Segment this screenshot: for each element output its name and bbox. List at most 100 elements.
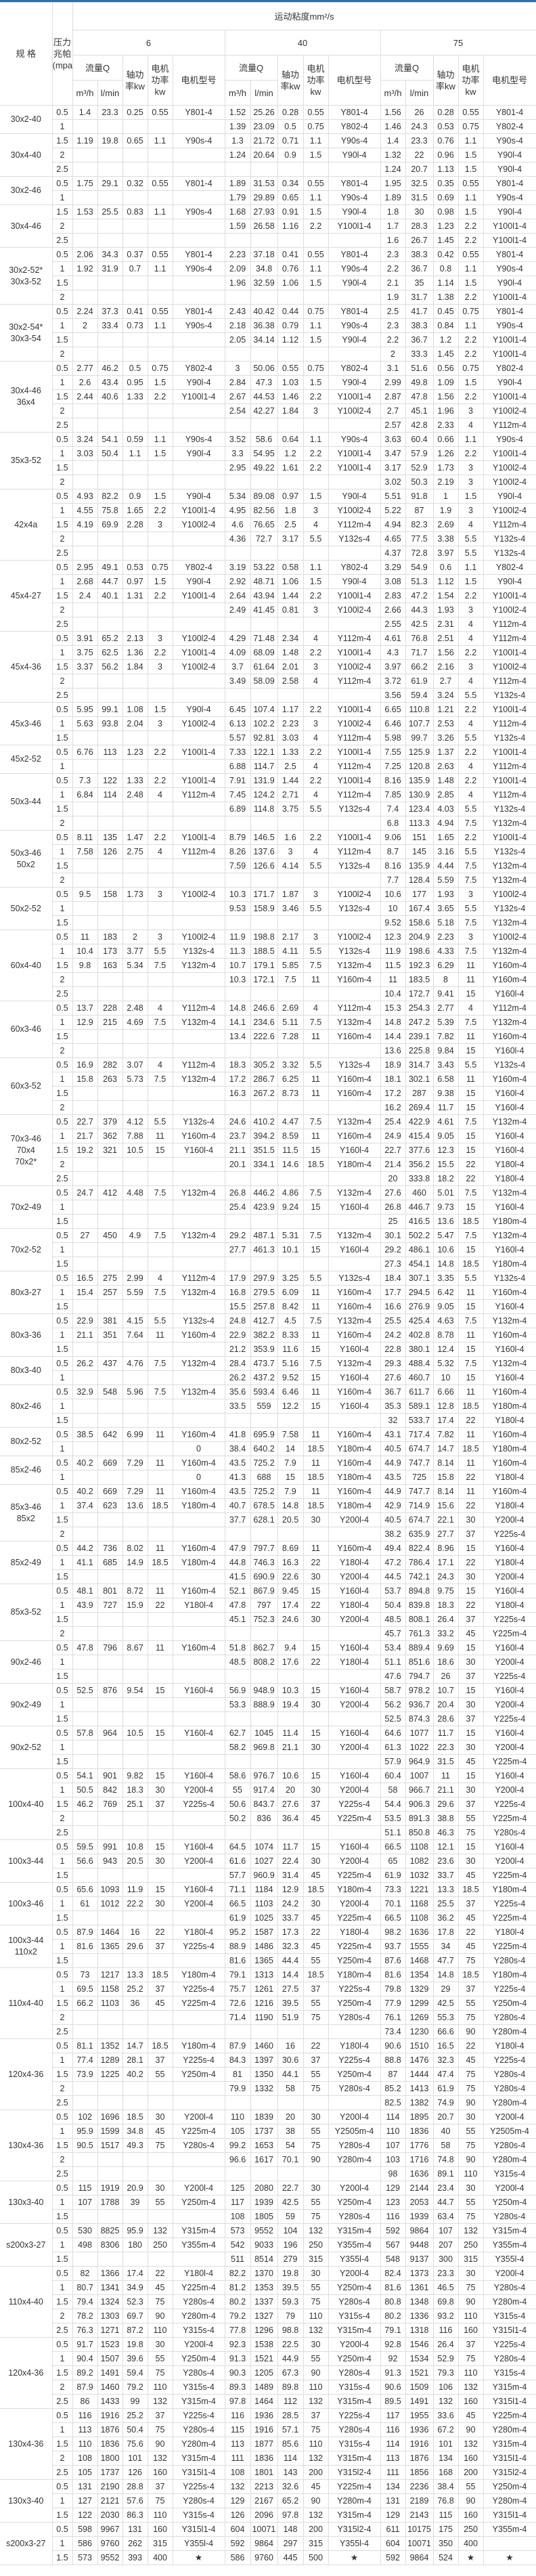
shaft-power-75-cell: 0.69 (432, 190, 459, 205)
motor-model-6-cell: 0 (172, 1441, 225, 1456)
flow-m3h-40-cell (224, 1527, 251, 1542)
motor-model-40-cell: Y112m-4 (328, 517, 381, 532)
motor-power-6-cell: 30 (147, 2110, 173, 2124)
shaft-power-75-cell: 3.24 (432, 688, 459, 703)
shaft-power-75-cell: 13.3 (432, 1882, 459, 1897)
motor-power-75-cell: 11 (457, 1072, 484, 1087)
motor-model-6-cell (172, 148, 225, 162)
flow-m3h-40-cell: 1.24 (224, 148, 251, 162)
motor-model-40-cell: Y250m-4 (328, 1996, 381, 2011)
shaft-power-40-cell (277, 1214, 304, 1229)
shaft-power-75-cell: 2.33 (432, 418, 459, 433)
shaft-power-40-cell: 85.6 (277, 2437, 304, 2451)
shaft-power-6-cell (122, 730, 148, 745)
motor-model-40-cell: Y200l-4 (328, 1896, 381, 1911)
motor-model-40-cell: Y802-4 (328, 560, 381, 575)
star-icon-motor-model-6-cell: ★ (172, 2550, 225, 2565)
flow-lmin-40-cell: 1653 (250, 2138, 278, 2153)
motor-power-6-cell: 250 (147, 2237, 173, 2252)
motor-power-6-cell: 110 (147, 2380, 173, 2395)
motor-power-75-cell: 22 (457, 1925, 484, 1940)
motor-model-75-cell: Y100l1-4 (483, 233, 536, 248)
motor-model-40-cell (328, 2024, 381, 2039)
flow-m3h-40-cell (224, 915, 251, 930)
motor-model-40-cell: Y802-4 (328, 361, 381, 376)
flow-m3h-40-cell: 53.3 (224, 1697, 251, 1712)
motor-model-6-cell (172, 162, 225, 177)
motor-model-6-cell (172, 290, 225, 305)
flow-m3h-75-cell: 29.2 (380, 1242, 406, 1257)
motor-model-40-cell: Y112m-4 (328, 844, 381, 859)
motor-power-6-cell: 30 (147, 2337, 173, 2352)
shaft-power-40-cell: 24.2 (277, 1896, 304, 1911)
flow-m3h-75-cell: 2.55 (380, 617, 406, 632)
flow-m3h-75-cell: 3.1 (380, 361, 406, 376)
motor-power-6-cell: 22 (147, 2266, 173, 2281)
motor-model-75-cell: Y160l-4 (483, 1043, 536, 1058)
flow-lmin-6-cell: 215 (97, 1015, 123, 1030)
motor-power-75-cell: 5.5 (457, 901, 484, 916)
shaft-power-6-cell (122, 2166, 148, 2181)
motor-model-75-cell: Y225m-4 (483, 1939, 536, 1954)
motor-power-40-cell: 4 (303, 1001, 329, 1016)
shaft-power-75-cell: 3.97 (432, 546, 459, 561)
motor-model-40-cell: Y200l-4 (328, 1512, 381, 1527)
motor-power-40-cell: 15 (303, 1200, 329, 1215)
pressure-cell: 0.5 (51, 1484, 73, 1499)
motor-power-75-cell: 37 (457, 1896, 484, 1911)
motor-power-6-cell (147, 986, 173, 1001)
motor-power-6-cell (147, 1100, 173, 1115)
flow-lmin-6-cell (97, 546, 123, 561)
flow-lmin-40-cell: 976.7 (250, 1768, 278, 1783)
shaft-power-6-cell: 0.65 (122, 133, 148, 148)
table-row: 1.5 52.5 874.3 28.6 37 Y225s-4 (0, 1711, 536, 1726)
flow-m3h-6-cell (72, 1413, 98, 1428)
header-motor-power: 电机功率kw (303, 55, 329, 106)
table-row: 1 41.1 685 14.9 18.5 Y180m-4 44.8 746.3 16.3 22 Y1… (0, 1555, 536, 1570)
flow-lmin-75-cell: 964.9 (405, 1754, 434, 1769)
flow-m3h-75-cell: 25.4 (380, 1114, 406, 1129)
pressure-cell: 1 (51, 2237, 73, 2252)
header-spec: 规 格 (0, 2, 53, 106)
header-flow: 流量Q (380, 55, 434, 81)
motor-power-6-cell: 132 (147, 2223, 173, 2238)
flow-m3h-6-cell (72, 730, 98, 745)
motor-power-40-cell (303, 1413, 329, 1428)
motor-power-40-cell: 30 (303, 2266, 329, 2281)
motor-model-75-cell: Y100l2-4 (483, 887, 536, 902)
motor-power-40-cell: 2.2 (303, 745, 329, 760)
shaft-power-75-cell: 0.66 (432, 432, 459, 447)
table-row: 30x2-40 0.5 1.4 23.3 0.25 0.55 Y801-4 1.52 25.26… (0, 105, 536, 134)
flow-m3h-75-cell: 81.6 (380, 2280, 406, 2295)
flow-lmin-75-cell: 307.1 (405, 1271, 434, 1286)
table-row: 1.5 16.3 267.2 8.73 11 Y160m-4 17.2 287 9.38 15 Y1… (0, 1086, 536, 1101)
flow-m3h-6-cell: 9.8 (72, 958, 98, 973)
shaft-power-6-cell: 4.76 (122, 1356, 148, 1371)
shaft-power-40-cell: 0.81 (277, 603, 304, 617)
shaft-power-40-cell: 7.28 (277, 1029, 304, 1044)
motor-power-40-cell: 1.1 (303, 261, 329, 276)
flow-lmin-6-cell (97, 347, 123, 362)
shaft-power-40-cell: 2.71 (277, 787, 304, 802)
shaft-power-75-cell: 11 (432, 1768, 459, 1783)
motor-power-75-cell: 5.5 (457, 531, 484, 546)
shaft-power-40-cell: 44.9 (277, 2351, 304, 2366)
shaft-power-6-cell (122, 1512, 148, 1527)
flow-m3h-75-cell: 25 (380, 1214, 406, 1229)
motor-power-75-cell: 0.55 (457, 247, 484, 262)
motor-model-40-cell: Y250m-4 (328, 2067, 381, 2082)
flow-m3h-6-cell (72, 674, 98, 689)
shaft-power-75-cell: 107 (432, 2223, 459, 2238)
motor-power-75-cell: 45 (457, 1868, 484, 1883)
shaft-power-40-cell: 3.75 (277, 802, 304, 816)
motor-model-6-cell: Y180m-4 (172, 1555, 225, 1570)
flow-lmin-75-cell: 82.3 (405, 517, 434, 532)
motor-power-6-cell: 7.5 (147, 1185, 173, 1200)
pressure-cell: 1 (51, 2351, 73, 2366)
motor-model-75-cell: Y160l-4 (483, 1768, 536, 1783)
table-row: 1 113 1876 50.4 75 Y280s-4 115 1916 57.1 75 Y280s-… (0, 2422, 536, 2437)
motor-power-75-cell: 22 (457, 1157, 484, 1172)
motor-power-40-cell: 45 (303, 1911, 329, 1925)
pressure-cell: 1.5 (51, 958, 73, 973)
flow-lmin-6-cell: 727 (97, 1598, 123, 1613)
